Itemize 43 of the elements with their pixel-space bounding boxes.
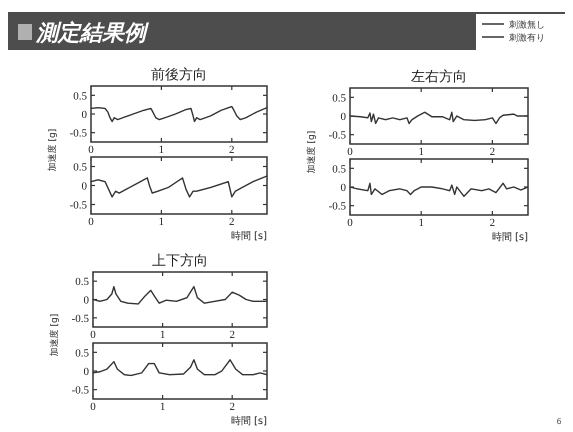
- y-tick-label: 0: [84, 294, 90, 306]
- y-tick-label: -0.5: [70, 200, 88, 212]
- x-tick-label: 2: [229, 329, 235, 341]
- y-axis-title: 加速度 [g]: [306, 130, 317, 174]
- y-axis-title: 加速度 [g]: [49, 314, 60, 356]
- y-tick-label: -0.5: [72, 384, 90, 397]
- y-tick-label: 0.5: [73, 90, 88, 102]
- y-tick-label: 0.5: [332, 92, 346, 104]
- y-tick-label: 0.5: [332, 163, 346, 176]
- y-tick-label: -0.5: [328, 130, 346, 142]
- x-tick-label: 1: [418, 146, 424, 158]
- chart-title: 左右方向: [411, 69, 467, 85]
- y-tick-label: -0.5: [328, 200, 346, 213]
- y-tick-label: 0: [340, 111, 346, 123]
- x-axis-title: 時間 [s]: [230, 230, 268, 242]
- text: 6: [556, 417, 562, 426]
- text: 測定結果例: [35, 20, 150, 46]
- x-tick-label: 2: [229, 216, 235, 228]
- y-tick-label: 0: [82, 109, 88, 121]
- y-tick-label: 0.5: [73, 162, 88, 174]
- chart-title: 前後方向: [151, 67, 207, 83]
- x-tick-label: 2: [229, 144, 235, 156]
- x-axis-title: 時間 [s]: [492, 231, 528, 243]
- y-axis-title: 加速度 [g]: [47, 128, 58, 172]
- y-tick-label: 0: [84, 366, 90, 378]
- y-tick-label: 0: [82, 180, 88, 192]
- legend: 刺激無し 刺激有り: [476, 14, 565, 50]
- x-axis-title: 時間 [s]: [230, 415, 268, 427]
- x-tick-label: 2: [229, 401, 235, 413]
- y-tick-label: 0.5: [75, 347, 90, 360]
- chart-title: 上下方向: [152, 253, 208, 269]
- x-tick-label: 1: [160, 401, 166, 413]
- legend-label: 刺激無し: [509, 20, 545, 30]
- y-tick-label: 0: [340, 182, 346, 194]
- x-tick-label: 2: [490, 146, 496, 158]
- y-tick-label: -0.5: [70, 128, 88, 140]
- y-tick-label: -0.5: [72, 312, 90, 325]
- x-tick-label: 1: [160, 329, 166, 341]
- x-tick-label: 1: [158, 144, 164, 156]
- x-tick-label: 1: [158, 216, 164, 228]
- x-tick-label: 1: [418, 217, 424, 229]
- y-tick-label: 0.5: [75, 276, 90, 288]
- x-tick-label: 2: [490, 217, 496, 229]
